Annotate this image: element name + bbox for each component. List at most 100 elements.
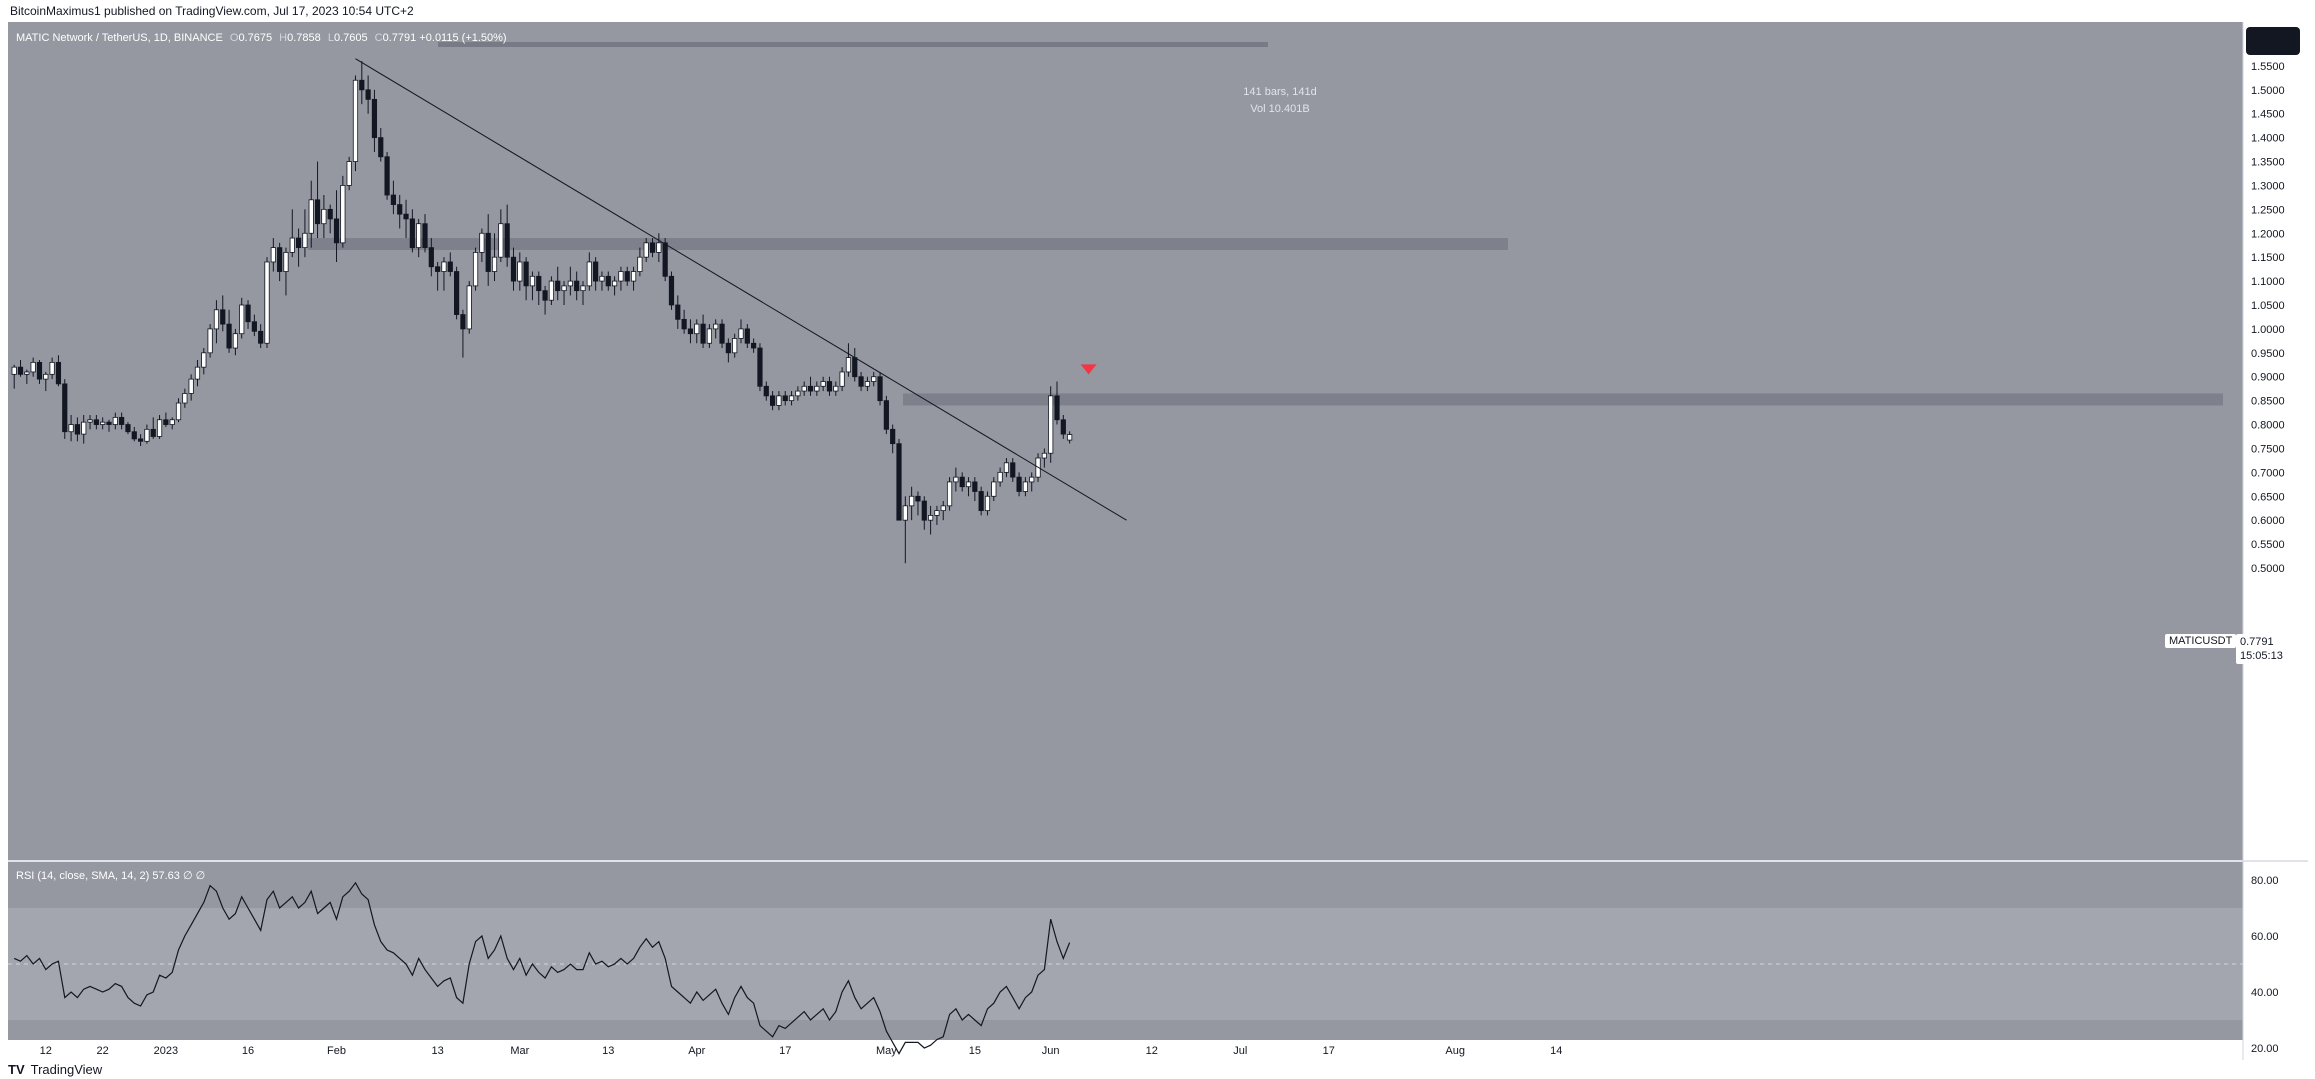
candle-up — [1029, 476, 1035, 483]
candle-up — [694, 323, 700, 335]
bar-countdown: 15:05:13 — [2240, 650, 2283, 662]
time-tick-label: 17 — [779, 1045, 791, 1057]
candle-down — [378, 137, 384, 158]
candle-up — [321, 208, 327, 225]
candle-down — [119, 416, 125, 425]
candle-up — [713, 323, 719, 330]
rsi-value: 57.63 — [152, 870, 180, 882]
measure-volume: Vol 10.401B — [1250, 103, 1310, 115]
candle-up — [814, 385, 820, 392]
current-price: 0.7791 — [2240, 636, 2274, 648]
candle-up — [833, 385, 839, 392]
rsi-legend: RSI (14, close, SMA, 14, 2) 57.63 ∅ ∅ — [16, 869, 205, 882]
time-tick-label: Jul — [1233, 1045, 1247, 1057]
candle-down — [852, 357, 858, 378]
candle-down — [397, 204, 403, 215]
candle-down — [137, 438, 144, 442]
candle-down — [460, 314, 466, 330]
zone-group — [308, 42, 2223, 406]
high-value: 0.7858 — [287, 32, 321, 44]
price-tick-label: 0.9500 — [2251, 348, 2285, 360]
rsi-tick-label: 20.00 — [2251, 1043, 2279, 1055]
candle-up — [934, 510, 940, 516]
time-tick-label: 13 — [602, 1045, 614, 1057]
candle-down — [700, 323, 706, 344]
candle-up — [845, 357, 852, 373]
candle-down — [972, 481, 978, 492]
measure-bar — [438, 42, 1268, 47]
candle-up — [346, 161, 352, 186]
time-tick-label: 16 — [242, 1045, 254, 1057]
price-tick-label: 1.3000 — [2251, 180, 2285, 192]
horizontal-zone-0 — [308, 238, 1508, 251]
candle-down — [725, 342, 731, 354]
candle-down — [858, 376, 864, 387]
candle-up — [144, 428, 150, 442]
candle-up — [567, 280, 573, 287]
candle-down — [574, 280, 580, 292]
red-triangle-marker-icon — [1080, 364, 1097, 375]
time-tick-label: 22 — [97, 1045, 109, 1057]
candle-up — [612, 280, 618, 287]
candle-down — [763, 385, 769, 397]
candle-up — [1048, 395, 1054, 454]
candle-up — [1022, 481, 1029, 492]
candle-up — [529, 275, 536, 287]
price-tick-label: 1.1000 — [2251, 276, 2285, 288]
descending-trendline — [355, 58, 1127, 521]
candle-down — [668, 275, 675, 306]
candle-down — [536, 275, 542, 292]
candle-up — [182, 393, 188, 404]
candle-up — [820, 381, 826, 387]
candle-up — [1003, 462, 1010, 473]
candle-down — [681, 318, 687, 330]
candle-down — [55, 361, 62, 385]
candle-up — [340, 185, 346, 244]
candle-up — [207, 328, 213, 354]
candle-down — [959, 476, 965, 488]
candle-down — [504, 223, 510, 258]
candle-up — [479, 232, 485, 253]
price-tick-label: 1.3500 — [2251, 157, 2285, 169]
price-tick-label: 1.2500 — [2251, 204, 2285, 216]
time-tick-label: 2023 — [154, 1045, 178, 1057]
chart-settings-button[interactable] — [2246, 27, 2300, 55]
candle-up — [965, 481, 972, 488]
time-tick-label: Apr — [688, 1045, 705, 1057]
low-value: 0.7605 — [333, 32, 368, 44]
candle-up — [1067, 434, 1073, 441]
candle-down — [245, 304, 251, 323]
candle-up — [43, 373, 49, 380]
candle-up — [194, 366, 201, 380]
candle-down — [978, 491, 984, 512]
time-tick-label: Aug — [1445, 1045, 1465, 1057]
candle-down — [409, 218, 415, 249]
candle-up — [24, 371, 30, 375]
candle-down — [384, 156, 390, 196]
footer-brand: TradingView — [30, 1062, 103, 1077]
candle-down — [593, 261, 599, 282]
candle-down — [163, 419, 169, 425]
candlestick-chart[interactable]: 1.60001.55001.50001.45001.40001.35001.30… — [8, 22, 2308, 1060]
candle-up — [156, 419, 163, 437]
time-tick-label: May — [876, 1045, 897, 1057]
candle-up — [289, 237, 295, 253]
price-pane[interactable] — [8, 22, 2243, 860]
candle-up — [283, 251, 289, 272]
candle-down — [365, 89, 371, 100]
price-ticks: 1.60001.55001.50001.45001.40001.35001.30… — [2251, 37, 2285, 575]
candle-up — [100, 421, 106, 425]
candle-up — [466, 285, 472, 330]
candle-down — [371, 98, 378, 139]
candle-up — [706, 328, 713, 344]
candle-down — [62, 383, 68, 433]
candle-down — [782, 395, 788, 402]
time-tick-label: 15 — [969, 1045, 981, 1057]
candle-up — [599, 275, 605, 282]
candle-down — [106, 421, 112, 425]
candle-down — [74, 424, 80, 435]
candle-up — [618, 271, 624, 282]
candle-up — [472, 251, 479, 287]
candle-down — [751, 342, 757, 349]
price-tick-label: 1.5500 — [2251, 61, 2285, 73]
